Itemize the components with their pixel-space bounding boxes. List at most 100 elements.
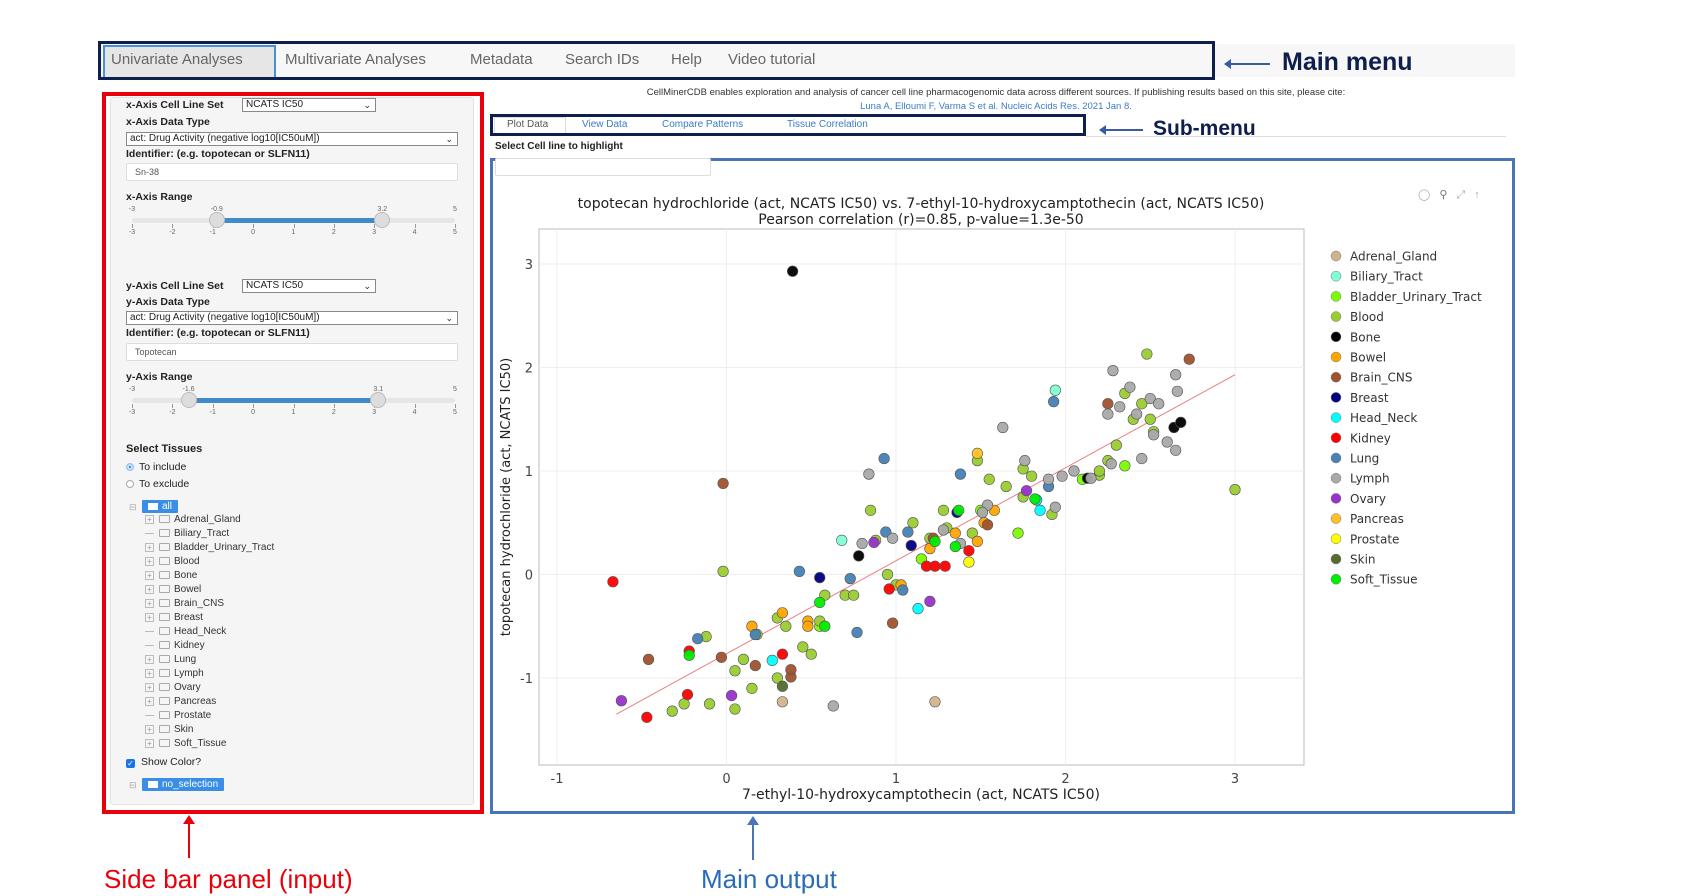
tree-item-bladder-urinary-tract[interactable]: + Bladder_Urinary_Tract	[145, 541, 274, 555]
data-point-blood	[1144, 413, 1156, 425]
slider-tick-label: 0	[251, 229, 256, 236]
slider-tick	[414, 224, 416, 228]
radio-to-exclude[interactable]: To exclude	[126, 478, 189, 490]
tree-item-bone[interactable]: + Bone	[145, 569, 197, 583]
zoom-icon[interactable]: ⚲	[1439, 189, 1457, 201]
data-point-lung	[954, 468, 967, 480]
citation-link[interactable]: Luna A, Elloumi F, Varma S et al. Nuclei…	[860, 101, 1132, 112]
expand-icon[interactable]: +	[145, 682, 154, 692]
menu-univariate-analyses[interactable]: Univariate Analyses	[111, 51, 243, 68]
sidebar-annotation: Side bar panel (input)	[104, 864, 353, 894]
tree-item-blood[interactable]: + Blood	[145, 555, 200, 569]
y-cell-line-set-select[interactable]: NCATS IC50 ⌄	[242, 279, 376, 293]
data-point-lymph	[937, 524, 950, 536]
menu-video-tutorial[interactable]: Video tutorial	[728, 51, 816, 68]
slider-tick	[172, 224, 174, 228]
expand-icon[interactable]: +	[145, 542, 154, 552]
x-cell-line-set-select[interactable]: NCATS IC50 ⌄	[242, 98, 376, 112]
tree-item-skin[interactable]: + Skin	[145, 723, 193, 737]
legend-label: Bowel	[1350, 351, 1386, 365]
collapse-icon[interactable]: ⊟	[129, 780, 137, 790]
radio-label: To include	[139, 461, 187, 473]
legend-marker	[1330, 472, 1342, 484]
slider-tick-label: 4	[412, 409, 417, 416]
data-point-lymph	[827, 700, 839, 712]
y-data-type-select[interactable]: act: Drug Activity (negative log10[IC50u…	[126, 311, 458, 325]
legend-label: Ovary	[1350, 492, 1386, 506]
data-point-blood	[678, 698, 690, 710]
tree-item-brain-cns[interactable]: + Brain_CNS	[145, 597, 224, 611]
tree-item-head-neck[interactable]: Head_Neck	[145, 625, 226, 639]
data-point-lung	[692, 633, 704, 645]
tree-item-lymph[interactable]: + Lymph	[145, 667, 204, 681]
data-point-lymph	[1102, 408, 1114, 420]
tab-view-data[interactable]: View Data	[582, 119, 628, 130]
data-point-brain-cns	[749, 659, 761, 672]
data-point-blood	[1025, 470, 1038, 482]
sub-menu-arrow	[1099, 125, 1143, 135]
x-identifier-input[interactable]: Sn-38	[126, 163, 458, 181]
tab-divider	[1086, 136, 1506, 137]
data-point-lymph	[863, 468, 875, 480]
tree-root-no-selection[interactable]: no_selection	[142, 778, 225, 791]
slider-handle-to[interactable]	[370, 392, 387, 408]
expand-icon[interactable]: +	[145, 654, 154, 664]
tree-item-breast[interactable]: + Breast	[145, 611, 203, 625]
collapse-icon[interactable]: ⊟	[129, 502, 137, 512]
tree-item-ovary[interactable]: + Ovary	[145, 681, 201, 695]
radio-to-include[interactable]: To include	[126, 461, 186, 473]
show-color-label: Show Color?	[141, 756, 202, 768]
expand-icon[interactable]: +	[145, 598, 154, 608]
tree-item-prostate[interactable]: Prostate	[145, 709, 211, 723]
plot-area	[538, 228, 1305, 766]
data-point-biliary-tract	[1049, 384, 1061, 396]
data-point-ovary	[1020, 485, 1033, 497]
slider-handle-from[interactable]	[180, 392, 197, 408]
expand-icon[interactable]: +	[145, 738, 154, 748]
expand-icon[interactable]: +	[145, 556, 154, 566]
tree-item-pancreas[interactable]: + Pancreas	[145, 695, 216, 709]
tab-tissue-correlation[interactable]: Tissue Correlation	[787, 119, 868, 130]
data-point-breast	[905, 539, 917, 552]
expand-icon[interactable]: +	[145, 696, 154, 706]
tree-item-bowel[interactable]: + Bowel	[145, 583, 201, 597]
radio-selected-icon[interactable]	[126, 463, 134, 471]
tree-root-all[interactable]: all	[142, 500, 179, 513]
expand-icon[interactable]: +	[145, 612, 154, 622]
x-data-type-select[interactable]: act: Drug Activity (negative log10[IC50u…	[126, 132, 458, 146]
tree-item-biliary-tract[interactable]: Biliary_Tract	[145, 527, 229, 541]
y-tick-label: 1	[525, 465, 533, 480]
legend-label: Bladder_Urinary_Tract	[1350, 290, 1482, 304]
data-point-blood	[666, 705, 678, 717]
y-identifier-input[interactable]: Topotecan	[126, 343, 458, 361]
slider-handle-from[interactable]	[208, 212, 225, 228]
menu-metadata[interactable]: Metadata	[470, 51, 533, 68]
slider-handle-to[interactable]	[374, 212, 391, 228]
expand-icon[interactable]: +	[145, 570, 154, 580]
expand-icon[interactable]: +	[145, 584, 154, 594]
tree-item-lung[interactable]: + Lung	[145, 653, 196, 667]
reset-icon[interactable]: ↑	[1474, 189, 1489, 201]
legend-label: Head_Neck	[1350, 411, 1417, 425]
checkbox-checked-icon[interactable]: ✓	[126, 759, 135, 768]
expand-icon[interactable]: +	[145, 724, 154, 734]
slider-tick-label: 4	[412, 229, 417, 236]
radio-unselected-icon[interactable]	[126, 480, 134, 488]
expand-icon[interactable]: +	[145, 514, 154, 524]
tab-plot-data[interactable]: Plot Data	[507, 119, 549, 130]
data-point-lymph	[1153, 398, 1165, 410]
tree-item-soft-tissue[interactable]: + Soft_Tissue	[145, 737, 226, 751]
tree-item-kidney[interactable]: Kidney	[145, 639, 205, 653]
camera-icon[interactable]: ◯	[1418, 189, 1440, 201]
slider-tick-label: 2	[331, 409, 336, 416]
menu-search-ids[interactable]: Search IDs	[565, 51, 640, 68]
expand-icon[interactable]: +	[145, 668, 154, 678]
tree-item-adrenal-gland[interactable]: + Adrenal_Gland	[145, 513, 241, 527]
folder-icon	[159, 711, 170, 720]
highlight-cell-line-input[interactable]	[495, 158, 711, 176]
menu-help[interactable]: Help	[671, 51, 702, 68]
menu-multivariate-analyses[interactable]: Multivariate Analyses	[285, 51, 426, 68]
show-color-checkbox[interactable]: ✓ Show Color?	[126, 756, 201, 768]
tab-compare-patterns[interactable]: Compare Patterns	[662, 119, 744, 130]
autoscale-icon[interactable]: ⤢	[1456, 189, 1475, 201]
